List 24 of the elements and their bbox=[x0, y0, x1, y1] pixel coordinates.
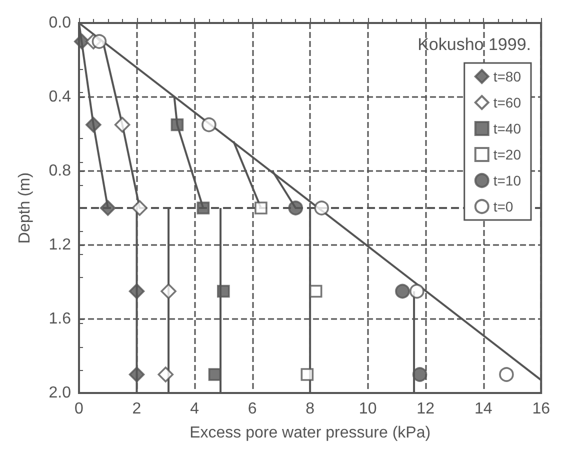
x-tick-label: 16 bbox=[532, 400, 550, 418]
x-tick-label: 14 bbox=[474, 400, 492, 418]
legend-label: t=20 bbox=[493, 146, 522, 162]
x-tick-label: 0 bbox=[74, 400, 84, 418]
legend-label: t=80 bbox=[493, 68, 522, 84]
y-tick-label: 0.4 bbox=[48, 88, 72, 106]
x-tick-label: 6 bbox=[248, 400, 257, 418]
legend-label: t=10 bbox=[493, 172, 522, 188]
y-tick-label: 2.0 bbox=[48, 384, 72, 402]
x-tick-label: 12 bbox=[416, 400, 435, 418]
legend-label: t=60 bbox=[493, 94, 522, 110]
x-tick-label: 10 bbox=[358, 400, 377, 418]
legend-label: t=0 bbox=[493, 198, 514, 214]
x-tick-label: 4 bbox=[190, 400, 200, 418]
x-tick-label: 2 bbox=[132, 400, 142, 418]
y-tick-label: 0.0 bbox=[48, 14, 72, 32]
y-axis-title: Depth (m) bbox=[16, 172, 34, 244]
annotation: Kokusho 1999. bbox=[418, 35, 531, 54]
legend-label: t=40 bbox=[493, 120, 522, 136]
y-tick-label: 0.8 bbox=[48, 162, 72, 180]
y-tick-label: 1.6 bbox=[48, 310, 72, 328]
x-axis-title: Excess pore water pressure (kPa) bbox=[190, 424, 431, 442]
x-tick-label: 8 bbox=[306, 400, 315, 418]
y-tick-label: 1.2 bbox=[48, 236, 72, 254]
